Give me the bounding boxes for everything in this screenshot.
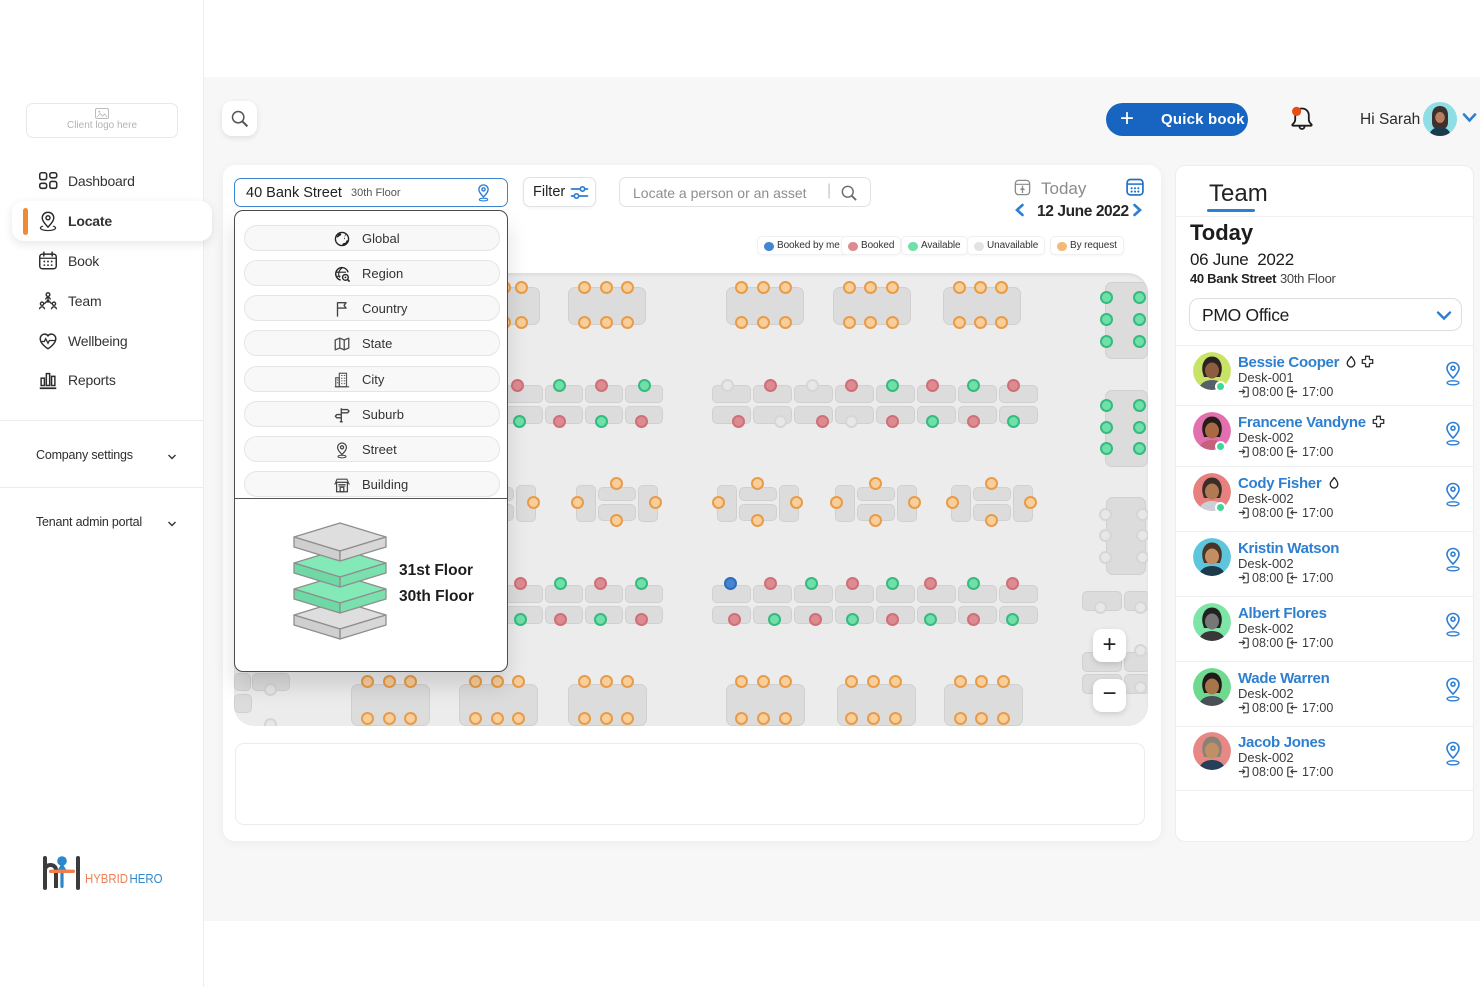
- svg-text:HERO: HERO: [130, 872, 163, 886]
- svg-text:HYBRID: HYBRID: [85, 872, 128, 886]
